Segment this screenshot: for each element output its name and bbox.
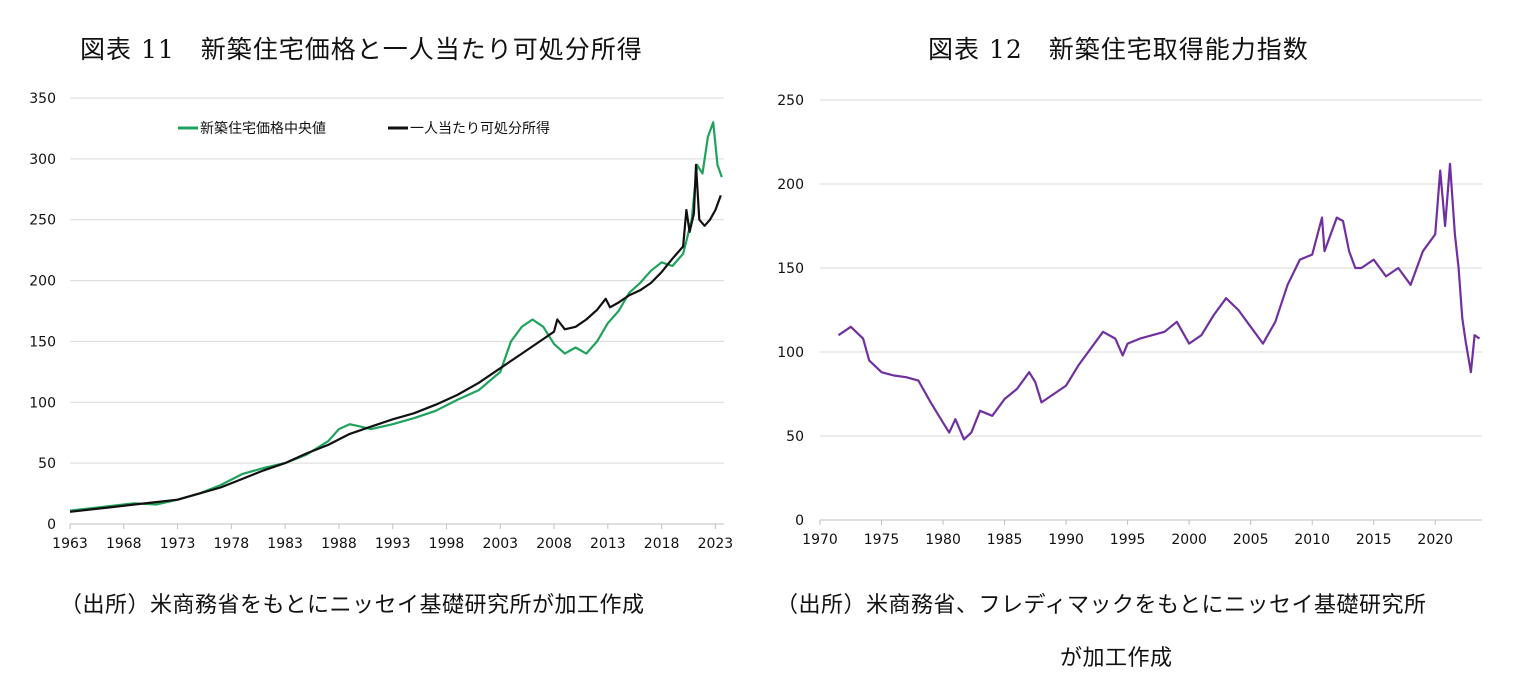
x-tick-label: 1995	[1110, 532, 1146, 548]
x-tick-label: 1980	[925, 532, 961, 548]
x-tick-label: 1975	[864, 532, 900, 548]
x-tick-label: 2018	[644, 536, 680, 552]
x-tick-label: 2005	[1233, 532, 1269, 548]
x-tick-label: 1983	[267, 536, 303, 552]
price-income-line-chart: 0 50 100 150 200 250 300 350 1963 1968 1973 1978 198…	[29, 91, 734, 552]
x-tick-label: 2003	[482, 536, 518, 552]
source-note: （出所）米商務省をもとにニッセイ基礎研究所が加工作成	[60, 593, 645, 618]
source-note-line2: が加工作成	[1060, 646, 1173, 671]
y-tick-label: 150	[29, 334, 56, 350]
y-tick-label: 250	[29, 213, 56, 229]
y-tick-label: 200	[29, 274, 56, 290]
series-line-0	[69, 121, 723, 512]
y-tick-label: 50	[786, 429, 804, 445]
x-tick-label: 2010	[1294, 532, 1330, 548]
x-tick-label: 1998	[429, 536, 465, 552]
y-tick-label: 200	[777, 177, 804, 193]
y-tick-label: 100	[777, 345, 804, 361]
y-tick-label: 0	[795, 513, 804, 529]
x-tick-label: 1963	[52, 536, 88, 552]
y-tick-label: 100	[29, 395, 56, 411]
chart-title: 図表 11 新築住宅価格と一人当たり可処分所得	[80, 35, 643, 64]
y-tick-label: 50	[38, 456, 56, 472]
legend-label: 新築住宅価格中央値	[200, 121, 326, 137]
x-tick-label: 1973	[160, 536, 196, 552]
x-tick-label: 1985	[987, 532, 1023, 548]
x-tick-label: 1968	[106, 536, 142, 552]
x-tick-label: 2008	[536, 536, 572, 552]
x-tick-label: 2000	[1171, 532, 1207, 548]
x-tick-label: 1978	[214, 536, 250, 552]
y-tick-label: 0	[47, 517, 56, 533]
x-tick-label: 2015	[1356, 532, 1392, 548]
x-tick-label: 1970	[802, 532, 838, 548]
chart-panel-affordability-index: 図表 12 新築住宅取得能力指数 0 50 100 150 200 250 1970 1975…	[760, 0, 1537, 684]
affordability-index-line-chart: 0 50 100 150 200 250 1970 1975 1980 1985 1990 1995 2…	[777, 93, 1482, 548]
x-tick-label: 1993	[375, 536, 411, 552]
y-tick-label: 250	[777, 93, 804, 109]
legend-label: 一人当たり可処分所得	[410, 120, 550, 137]
source-note-line1: （出所）米商務省、フレディマックをもとにニッセイ基礎研究所	[776, 593, 1427, 618]
x-tick-label: 1990	[1048, 532, 1084, 548]
y-tick-label: 150	[777, 261, 804, 277]
chart-panel-house-price-income: 図表 11 新築住宅価格と一人当たり可処分所得 0 50 100 150 200 250 3…	[0, 0, 760, 684]
x-tick-label: 2020	[1417, 532, 1453, 548]
chart-title: 図表 12 新築住宅取得能力指数	[928, 35, 1309, 64]
x-tick-label: 2023	[698, 536, 734, 552]
series-line-1	[69, 163, 722, 513]
x-tick-label: 2013	[590, 536, 626, 552]
series-line-0	[837, 162, 1481, 441]
y-tick-label: 350	[29, 91, 56, 107]
y-tick-label: 300	[29, 152, 56, 168]
x-tick-label: 1988	[321, 536, 357, 552]
